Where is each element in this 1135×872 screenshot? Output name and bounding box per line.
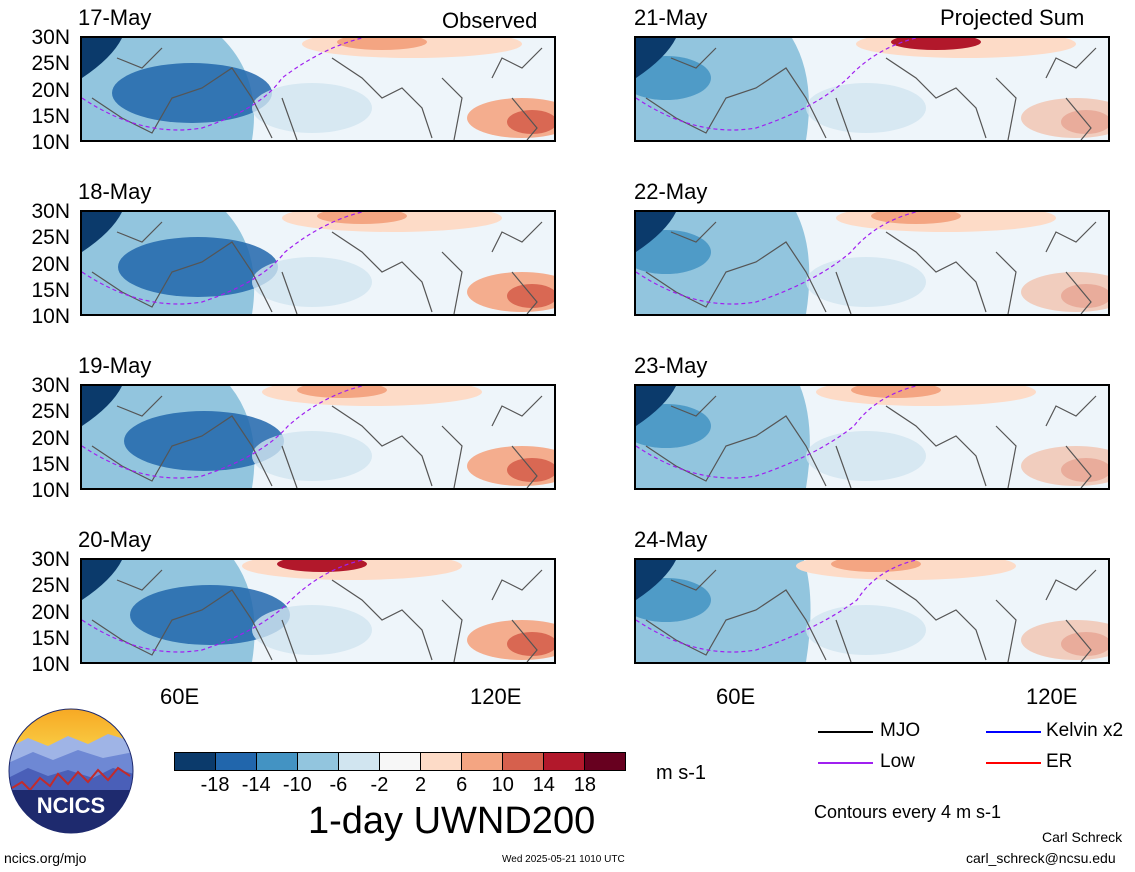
colorbar-swatch xyxy=(585,753,625,770)
colorbar-swatch xyxy=(216,753,257,770)
lat-label: 15N xyxy=(31,105,70,128)
colorbar-swatch xyxy=(380,753,421,770)
lat-label: 20N xyxy=(31,427,70,450)
projected-label: Projected Sum xyxy=(940,5,1085,30)
map-17-may xyxy=(80,36,556,142)
observed-label: Observed xyxy=(442,8,538,33)
panel-date: 24-May xyxy=(634,527,708,552)
colorbar-tick-label: -18 xyxy=(200,774,230,796)
lat-label: 10N xyxy=(31,305,70,328)
legend-er-label: ER xyxy=(1046,751,1073,772)
lat-label: 20N xyxy=(31,79,70,102)
colorbar-swatch xyxy=(544,753,585,770)
colorbar-swatch xyxy=(339,753,380,770)
legend-mjo-label: MJO xyxy=(880,720,921,741)
panel-date: 21-May xyxy=(634,5,708,30)
legend-low-label: Low xyxy=(880,751,915,772)
colorbar-tick-label: 2 xyxy=(414,774,427,796)
legend-low-line xyxy=(818,762,873,764)
legend-kelvin-label: Kelvin x2 xyxy=(1046,720,1124,741)
colorbar-tick-label: -2 xyxy=(370,774,389,796)
colorbar-tick-label: -6 xyxy=(329,774,348,796)
panel-date: 18-May xyxy=(78,179,152,204)
map-23-may xyxy=(634,384,1110,490)
colorbar-tick-label: -10 xyxy=(282,774,312,796)
colorbar-tick-label: 18 xyxy=(573,774,597,796)
colorbar-tick-label: 14 xyxy=(532,774,555,796)
footer-author: Carl Schreck xyxy=(1042,829,1123,845)
map-20-may xyxy=(80,558,556,664)
lat-label: 20N xyxy=(31,253,70,276)
lat-label: 25N xyxy=(31,400,70,423)
logo-text: NCICS xyxy=(37,793,105,818)
colorbar-tick-label: 10 xyxy=(491,774,514,796)
lat-label: 30N xyxy=(31,26,70,49)
colorbar-tick-label: -14 xyxy=(241,774,271,796)
lat-label: 25N xyxy=(31,574,70,597)
colorbar xyxy=(174,752,626,771)
map-19-may xyxy=(80,384,556,490)
panel-date: 20-May xyxy=(78,527,152,552)
lat-label: 15N xyxy=(31,627,70,650)
figure-title: 1-day UWND200 xyxy=(308,800,596,842)
colorbar-swatch xyxy=(462,753,503,770)
lat-label: 10N xyxy=(31,653,70,676)
map-18-may xyxy=(80,210,556,316)
lat-label: 25N xyxy=(31,52,70,75)
lat-label: 10N xyxy=(31,131,70,154)
ncics-logo[interactable]: NCICS xyxy=(8,708,134,834)
colorbar-unit: m s-1 xyxy=(656,762,706,784)
legend-er-line xyxy=(986,762,1041,764)
lat-label: 15N xyxy=(31,453,70,476)
colorbar-swatch xyxy=(175,753,216,770)
colorbar-tick-label: 6 xyxy=(456,774,468,796)
lon-label-right-120e: 120E xyxy=(1026,684,1078,709)
map-21-may xyxy=(634,36,1110,142)
colorbar-swatch xyxy=(298,753,339,770)
footer-timestamp: Wed 2025-05-21 1010 UTC xyxy=(502,854,625,865)
legend-kelvin-line xyxy=(986,731,1041,733)
panel-date: 22-May xyxy=(634,179,708,204)
lat-label: 25N xyxy=(31,226,70,249)
legend-mjo-line xyxy=(818,731,873,733)
lon-label-left-60e: 60E xyxy=(160,684,200,709)
lon-label-right-60e: 60E xyxy=(716,684,756,709)
colorbar-swatch xyxy=(503,753,544,770)
lat-label: 30N xyxy=(31,200,70,223)
footer-url[interactable]: ncics.org/mjo xyxy=(4,850,87,866)
colorbar-swatch xyxy=(421,753,462,770)
lat-label: 10N xyxy=(31,479,70,502)
lon-label-left-120e: 120E xyxy=(470,684,522,709)
lat-label: 30N xyxy=(31,374,70,397)
contour-note: Contours every 4 m s-1 xyxy=(814,802,1002,822)
lat-label: 30N xyxy=(31,548,70,571)
lat-label: 20N xyxy=(31,601,70,624)
panel-date: 17-May xyxy=(78,5,152,30)
panel-date: 23-May xyxy=(634,353,708,378)
colorbar-swatch xyxy=(257,753,298,770)
map-22-may xyxy=(634,210,1110,316)
map-24-may xyxy=(634,558,1110,664)
panel-date: 19-May xyxy=(78,353,152,378)
lat-label: 15N xyxy=(31,279,70,302)
footer-email[interactable]: carl_schreck@ncsu.edu xyxy=(966,850,1116,866)
